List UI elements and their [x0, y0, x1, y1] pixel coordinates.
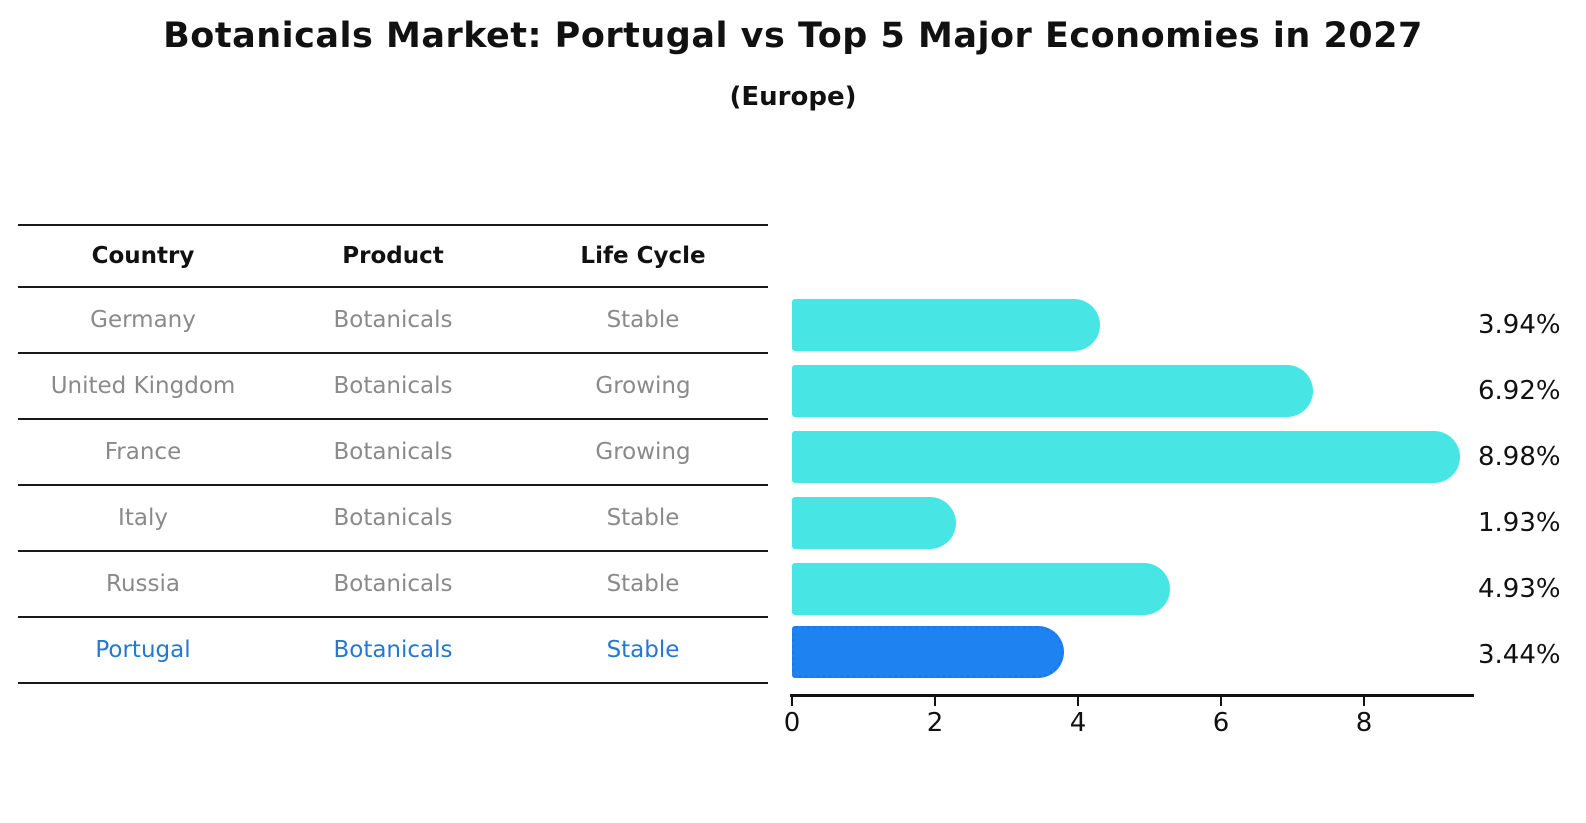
- cell-lifecycle: Stable: [606, 505, 680, 531]
- x-axis-tick: [1363, 697, 1365, 706]
- bar-portugal: [792, 626, 1064, 678]
- value-label-france: 8.98%: [1478, 442, 1561, 472]
- x-axis-tick-label: 6: [1212, 708, 1230, 738]
- chart-subtitle: (Europe): [729, 82, 857, 112]
- x-axis-tick: [934, 697, 936, 706]
- cell-country: United Kingdom: [50, 373, 236, 399]
- x-axis-line: [790, 694, 1474, 697]
- table-header-row: Country Product Life Cycle: [18, 226, 768, 288]
- x-axis-tick-label: 0: [783, 708, 801, 738]
- cell-lifecycle: Growing: [595, 439, 691, 465]
- value-label-italy: 1.93%: [1478, 508, 1561, 538]
- cell-product: Botanicals: [333, 637, 453, 663]
- bar-france: [792, 431, 1461, 483]
- table-row-italy: Italy Botanicals Stable: [18, 486, 768, 552]
- table-row-russia: Russia Botanicals Stable: [18, 552, 768, 618]
- table-row-united-kingdom: United Kingdom Botanicals Growing: [18, 354, 768, 420]
- bar-germany: [792, 299, 1100, 351]
- x-axis-tick-label: 8: [1355, 708, 1373, 738]
- table-row-portugal: Portugal Botanicals Stable: [18, 618, 768, 684]
- bar-italy: [792, 497, 956, 549]
- bar-russia: [792, 563, 1171, 615]
- header-cell-lifecycle: Life Cycle: [580, 243, 706, 269]
- value-label-portugal: 3.44%: [1478, 640, 1561, 670]
- cell-product: Botanicals: [333, 373, 453, 399]
- x-axis-tick: [1220, 697, 1222, 706]
- value-label-russia: 4.93%: [1478, 574, 1561, 604]
- cell-product: Botanicals: [333, 307, 453, 333]
- cell-lifecycle: Stable: [606, 307, 680, 333]
- header-cell-country: Country: [91, 243, 195, 269]
- x-axis-tick-label: 4: [1069, 708, 1087, 738]
- cell-lifecycle: Stable: [606, 571, 680, 597]
- x-axis-tick: [1077, 697, 1079, 706]
- cell-lifecycle: Growing: [595, 373, 691, 399]
- cell-country: Germany: [90, 307, 196, 333]
- cell-country: France: [104, 439, 182, 465]
- cell-country: Italy: [118, 505, 168, 531]
- cell-product: Botanicals: [333, 571, 453, 597]
- data-table: Country Product Life Cycle Germany Botan…: [18, 224, 768, 684]
- value-label-united-kingdom: 6.92%: [1478, 376, 1561, 406]
- cell-product: Botanicals: [333, 439, 453, 465]
- cell-product: Botanicals: [333, 505, 453, 531]
- table-row-germany: Germany Botanicals Stable: [18, 288, 768, 354]
- x-axis-tick-label: 2: [926, 708, 944, 738]
- cell-country: Portugal: [95, 637, 191, 663]
- value-label-germany: 3.94%: [1478, 310, 1561, 340]
- bar-chart: [792, 224, 1486, 695]
- bar-united-kingdom: [792, 365, 1313, 417]
- cell-country: Russia: [106, 571, 180, 597]
- x-axis-tick: [791, 697, 793, 706]
- page-title: Botanicals Market: Portugal vs Top 5 Maj…: [163, 16, 1423, 56]
- header-cell-product: Product: [342, 243, 444, 269]
- table-row-france: France Botanicals Growing: [18, 420, 768, 486]
- cell-lifecycle: Stable: [606, 637, 680, 663]
